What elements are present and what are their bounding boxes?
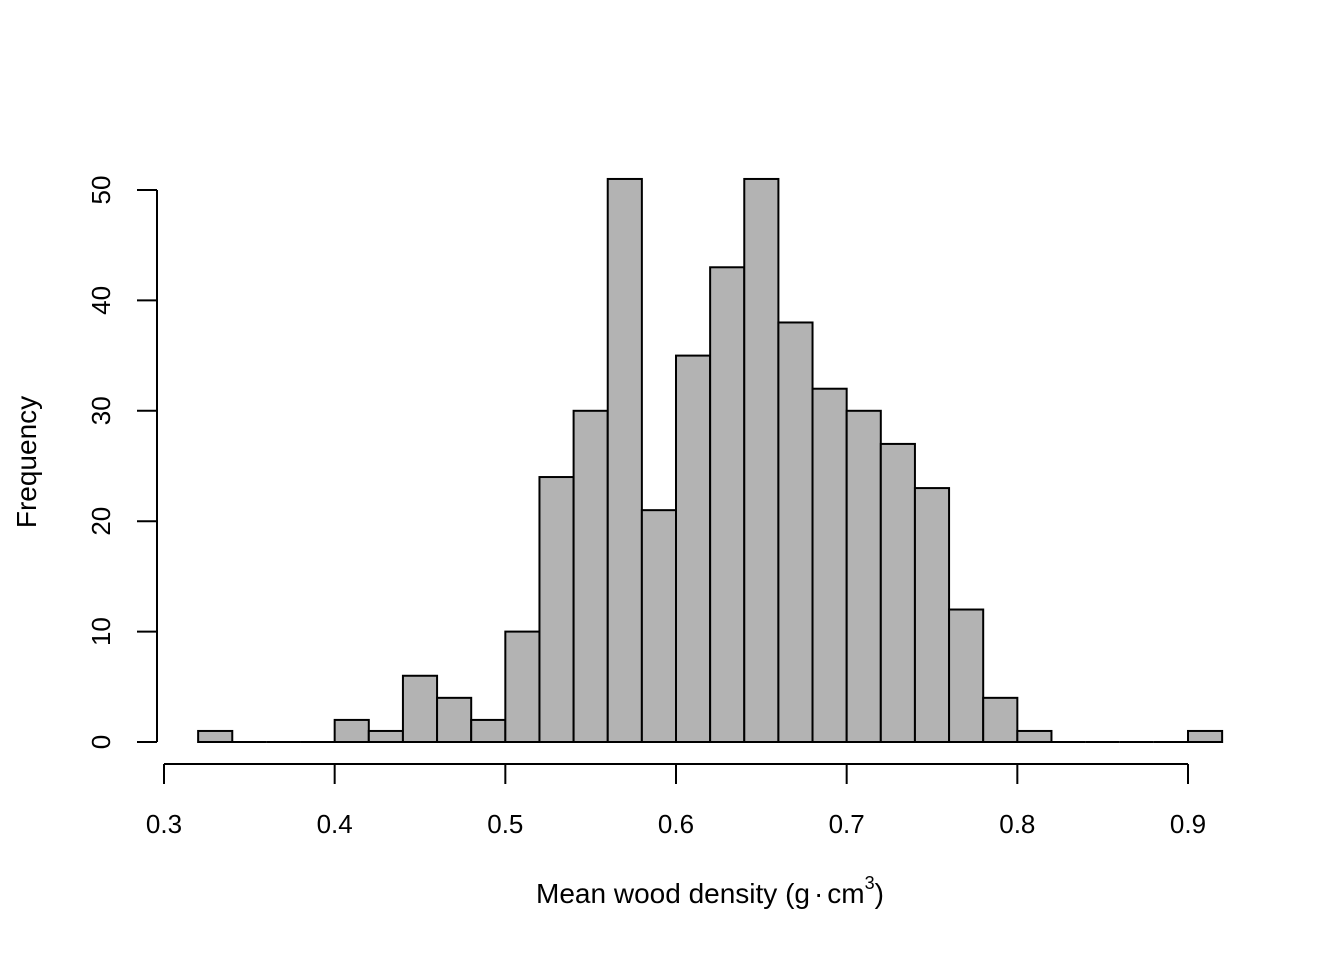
histogram-bar — [811, 387, 848, 743]
histogram-bar — [436, 696, 473, 744]
histogram-bar — [675, 354, 712, 743]
x-axis-title: Mean wood density (g · cm3) — [536, 873, 884, 909]
histogram-bar — [1016, 729, 1053, 744]
y-tick-label: 20 — [86, 507, 116, 536]
histogram-bar — [982, 696, 1019, 744]
histogram-bar — [845, 409, 882, 743]
histogram-bar — [197, 729, 234, 744]
histogram-bar — [367, 729, 404, 744]
histogram-bar — [333, 718, 370, 743]
histogram-bars — [197, 177, 1224, 744]
x-axis: 0.3 0.4 0.5 0.6 0.7 0.8 0.9 — [146, 763, 1206, 839]
x-tick-label: 0.6 — [658, 809, 694, 839]
x-tick-label: 0.7 — [829, 809, 865, 839]
x-tick-label: 0.4 — [317, 809, 353, 839]
x-axis-title-text: Mean wood density (g — [536, 878, 810, 909]
x-axis-title-close: ) — [875, 878, 884, 909]
x-axis-title-superscript: 3 — [865, 873, 875, 893]
histogram-bar — [913, 487, 951, 743]
histogram-bar — [640, 509, 677, 743]
x-axis-title-dot: · — [814, 878, 823, 909]
histogram-bar — [401, 674, 439, 744]
y-tick-label: 0 — [86, 735, 116, 749]
y-tick-label: 10 — [86, 617, 116, 646]
y-axis: 0 10 20 30 40 50 — [86, 176, 158, 749]
histogram-bar — [606, 177, 643, 743]
histogram-bar — [504, 630, 541, 743]
histogram-bar — [538, 476, 575, 743]
histogram-bar — [572, 409, 609, 743]
x-tick-label: 0.9 — [1170, 809, 1206, 839]
y-tick-label: 30 — [86, 396, 116, 425]
histogram-bar — [1187, 729, 1224, 744]
y-tick-label: 50 — [86, 176, 116, 205]
histogram-bar — [743, 177, 780, 743]
x-tick-label: 0.3 — [146, 809, 182, 839]
x-tick-label: 0.8 — [999, 809, 1035, 839]
histogram-bar — [470, 718, 507, 743]
x-axis-title-unit: cm — [827, 878, 864, 909]
histogram-bar — [879, 442, 916, 743]
y-tick-label: 40 — [86, 286, 116, 315]
histogram-bar — [948, 608, 985, 744]
y-axis-title: Frequency — [11, 396, 42, 528]
histogram-bar — [777, 321, 814, 743]
histogram-bar — [709, 266, 746, 743]
x-tick-label: 0.5 — [487, 809, 523, 839]
